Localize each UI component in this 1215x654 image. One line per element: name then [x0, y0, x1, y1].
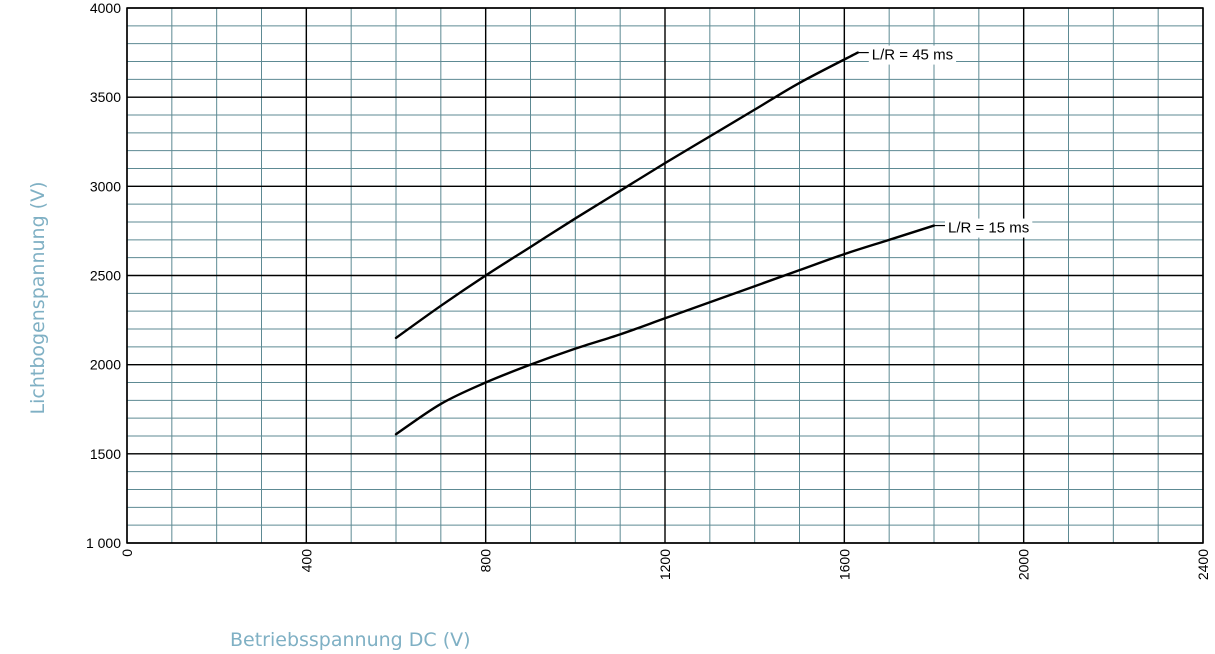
- series-lines: [394, 51, 936, 436]
- series-label: L/R = 15 ms: [948, 220, 1029, 237]
- x-tick-label: 800: [478, 549, 494, 573]
- plot-frame: [126, 7, 1204, 544]
- major-grid: [126, 7, 1204, 544]
- y-tick-label: 2000: [90, 357, 121, 373]
- series-label-background: [945, 218, 1033, 238]
- y-tick-labels: 1 000 1500 2000 2500 3000 3500 4000: [86, 0, 121, 551]
- series-line: [394, 224, 936, 436]
- x-tick-label: 2400: [1195, 549, 1211, 580]
- y-tick-label: 3500: [90, 89, 121, 105]
- y-axis-title: Lichtbogenspannung (V): [27, 182, 49, 415]
- x-tick-labels: 0 400 800 1200 1600 2000 2400: [119, 549, 1211, 580]
- x-tick-label: 2000: [1016, 549, 1032, 580]
- series-labels: L/R = 45 ms L/R = 15 ms: [857, 45, 1033, 238]
- x-tick-label: 0: [119, 549, 135, 557]
- y-tick-label: 3000: [90, 178, 121, 194]
- series-line: [394, 51, 859, 340]
- x-tick-label: 1200: [657, 549, 673, 580]
- y-tick-label: 1 000: [86, 535, 121, 551]
- x-tick-label: 1600: [836, 549, 852, 580]
- y-tick-label: 4000: [90, 0, 121, 16]
- series-label-background: [868, 45, 957, 65]
- y-tick-label: 1500: [90, 446, 121, 462]
- y-tick-label: 2500: [90, 268, 121, 284]
- series-label: L/R = 45 ms: [872, 47, 953, 64]
- x-tick-label: 400: [298, 549, 314, 573]
- x-axis-title: Betriebsspannung DC (V): [230, 629, 471, 651]
